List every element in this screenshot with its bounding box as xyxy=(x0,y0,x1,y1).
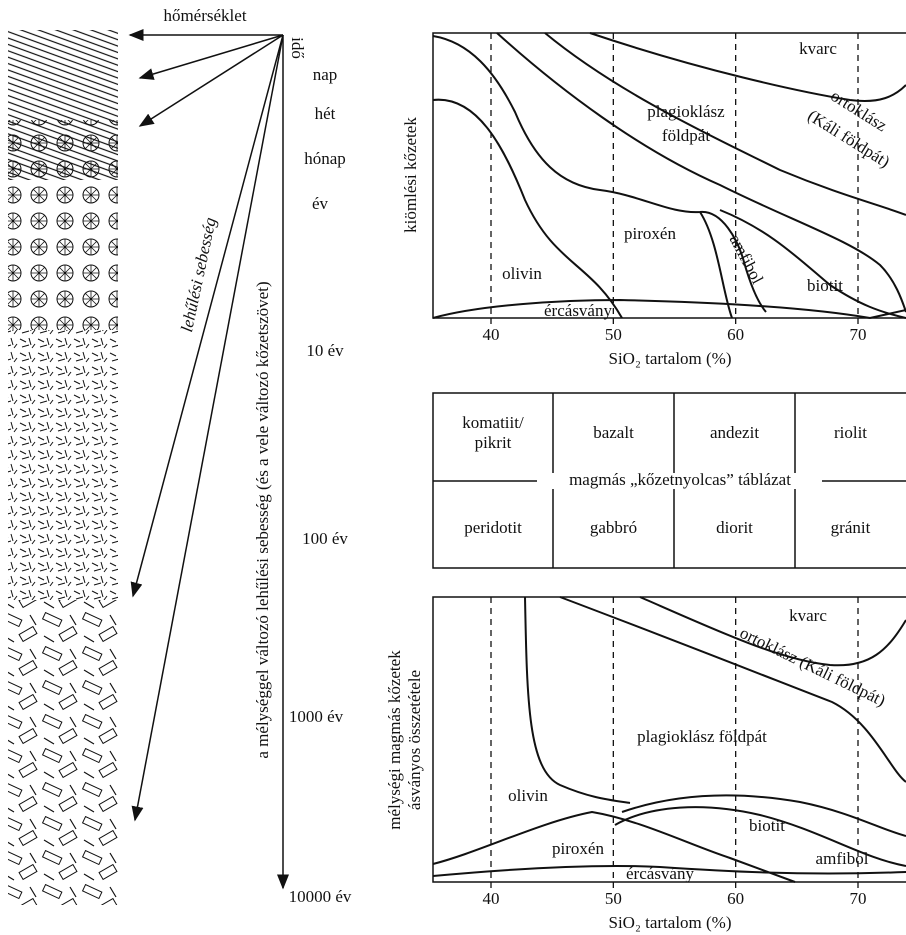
mineral-label: olivin xyxy=(508,786,548,805)
mineral-label: piroxén xyxy=(624,224,676,243)
plutonic-frame xyxy=(432,596,906,883)
depth-label: a mélységgel változó lehűlési sebesség (… xyxy=(253,281,272,758)
temperature-label: hőmérséklet xyxy=(163,6,246,25)
mineral-label: plagioklász xyxy=(647,102,725,121)
time-mark: nap xyxy=(313,65,338,84)
x-tick-label: 70 xyxy=(850,889,867,908)
table-caption: magmás „kőzetnyolcas” táblázat xyxy=(569,470,791,489)
mineral-label: ércásvány xyxy=(626,864,694,883)
table-cell: andezit xyxy=(709,422,760,442)
time-mark: év xyxy=(312,194,329,213)
mineral-label: piroxén xyxy=(552,839,604,858)
volcanic-frame xyxy=(432,32,906,319)
mineral-label: kvarc xyxy=(789,606,827,625)
mineral-label: biotit xyxy=(749,816,785,835)
mineral-label: ortoklász (Káli földpát) xyxy=(737,623,889,710)
table-cell: gabbró xyxy=(589,518,638,538)
table-cell: bazalt xyxy=(593,422,634,442)
x-tick-label: 50 xyxy=(605,325,622,344)
table-cell: gránit xyxy=(830,518,871,538)
time-mark: 100 év xyxy=(302,529,348,548)
arrows xyxy=(128,29,289,890)
x-tick-label: 70 xyxy=(850,325,867,344)
time-mark: 10 év xyxy=(306,341,344,360)
time-mark: hét xyxy=(315,104,336,123)
x-tick-label: 40 xyxy=(483,889,500,908)
mineral-label: amfibol xyxy=(816,849,869,868)
time-mark: 10000 év xyxy=(289,887,352,906)
y-axis-label: kiömlési kőzetek xyxy=(401,117,420,233)
mineral-label: biotit xyxy=(807,276,843,295)
mineral-label: amfibol xyxy=(726,231,768,287)
x-tick-label: 60 xyxy=(727,889,744,908)
time-label: idő xyxy=(288,37,307,59)
mineral-label: plagioklász földpát xyxy=(637,727,767,746)
time-mark: 1000 év xyxy=(289,707,344,726)
mineral-label: olivin xyxy=(502,264,542,283)
table-grid xyxy=(432,392,906,569)
table-cell: diorit xyxy=(716,518,753,538)
x-axis-label: SiO₂ tartalom (%) xyxy=(608,913,731,932)
mineral-label: földpát xyxy=(662,126,710,145)
x-tick-label: 40 xyxy=(483,325,500,344)
time-mark: hónap xyxy=(304,149,346,168)
cooling-label: lehűlési sebesség xyxy=(177,216,220,334)
plutonic-curves xyxy=(432,596,906,883)
texture-strip xyxy=(8,30,118,905)
mineral-label: ércásvány xyxy=(544,301,612,320)
x-axis-label: SiO₂ tartalom (%) xyxy=(608,349,731,368)
table-cell: riolit xyxy=(833,422,868,442)
x-tick-label: 60 xyxy=(727,325,744,344)
table-cell: komatiit/ pikrit xyxy=(462,412,524,452)
x-tick-label: 50 xyxy=(605,889,622,908)
y-axis-label: ásványos összetétele xyxy=(405,670,424,810)
volcanic-curves xyxy=(432,32,906,320)
y-axis-label: mélységi magmás kőzetek xyxy=(385,650,404,830)
table-cell: peridotit xyxy=(464,518,522,538)
mineral-label: kvarc xyxy=(799,39,837,58)
